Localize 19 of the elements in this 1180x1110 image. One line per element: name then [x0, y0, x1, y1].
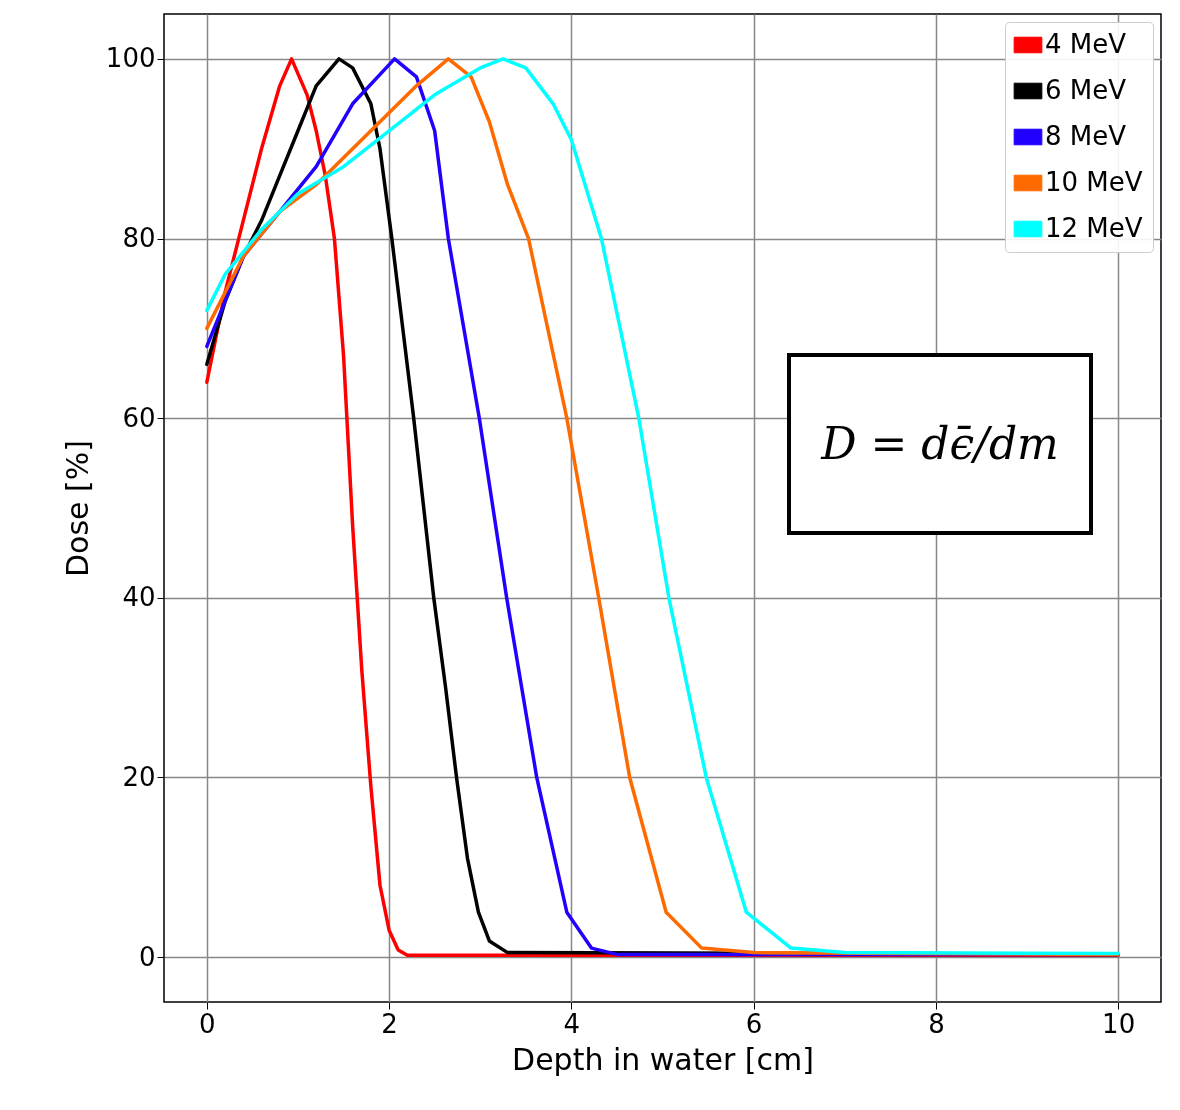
y-axis-title: Dose [%]	[59, 440, 95, 577]
x-tick-label: 6	[745, 1008, 763, 1039]
legend-label: 8 MeV	[1045, 121, 1127, 151]
y-tick-label: 60	[122, 402, 156, 433]
y-tick-label: 0	[138, 941, 156, 972]
legend-label: 4 MeV	[1045, 29, 1127, 59]
legend-label: 6 MeV	[1045, 75, 1127, 105]
y-tick-label: 40	[122, 582, 156, 613]
legend-label: 10 MeV	[1045, 167, 1143, 197]
y-tick-label: 100	[105, 43, 156, 74]
y-tick-label: 20	[122, 761, 156, 792]
x-tick-label: 2	[381, 1008, 398, 1039]
legend-label: 12 MeV	[1045, 213, 1143, 243]
x-tick-label: 10	[1102, 1008, 1136, 1039]
y-tick-label: 80	[122, 223, 156, 254]
x-tick-label: 0	[199, 1008, 216, 1039]
x-tick-label: 8	[928, 1008, 945, 1039]
x-axis-title: Depth in water [cm]	[512, 1041, 814, 1077]
x-tick-label: 4	[563, 1008, 581, 1039]
